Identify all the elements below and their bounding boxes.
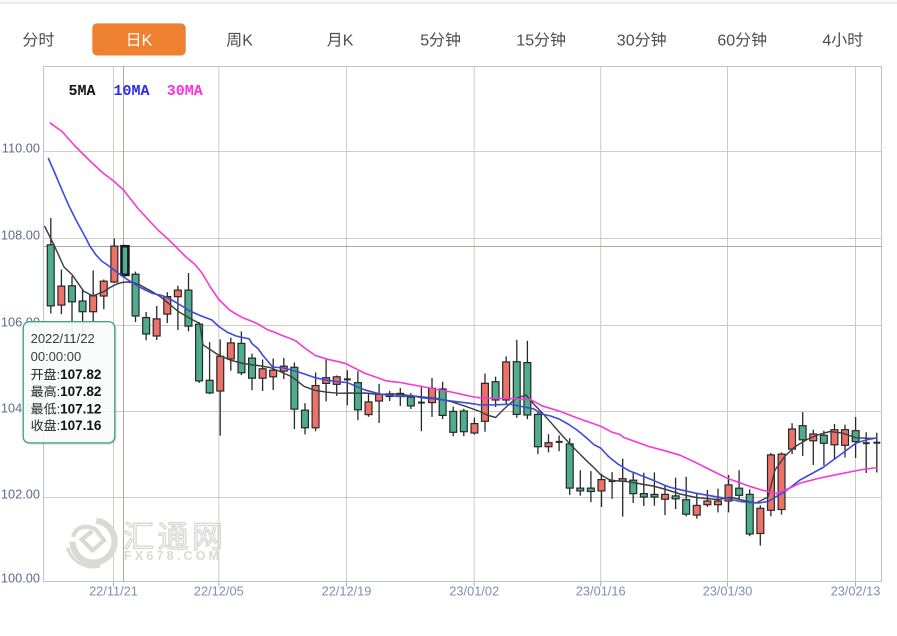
svg-text:FX678.COM: FX678.COM bbox=[124, 549, 222, 563]
svg-text:22/12/19: 22/12/19 bbox=[322, 584, 372, 599]
svg-text:108.00: 108.00 bbox=[1, 228, 40, 243]
svg-text:K: K bbox=[343, 33, 354, 50]
svg-text:4: 4 bbox=[822, 33, 831, 50]
svg-text:2022/11/22: 2022/11/22 bbox=[31, 331, 95, 346]
svg-text:5: 5 bbox=[420, 33, 429, 50]
svg-text::: : bbox=[57, 402, 61, 417]
svg-text:22/12/05: 22/12/05 bbox=[194, 584, 244, 599]
svg-text:102.00: 102.00 bbox=[1, 487, 40, 502]
svg-text:K: K bbox=[142, 33, 153, 50]
svg-text:23/01/16: 23/01/16 bbox=[576, 584, 626, 599]
svg-text::: : bbox=[57, 384, 61, 399]
svg-text::: : bbox=[57, 367, 61, 382]
svg-text:5MA: 5MA bbox=[69, 83, 96, 100]
svg-text:107.12: 107.12 bbox=[60, 402, 101, 417]
svg-text:00:00:00: 00:00:00 bbox=[31, 349, 82, 364]
svg-text:10MA: 10MA bbox=[114, 83, 150, 100]
svg-text:100.00: 100.00 bbox=[1, 571, 40, 586]
svg-text:60: 60 bbox=[717, 33, 735, 50]
svg-text:110.00: 110.00 bbox=[2, 141, 40, 156]
svg-text::: : bbox=[57, 418, 61, 433]
svg-text:23/01/30: 23/01/30 bbox=[703, 584, 753, 599]
svg-text:23/01/02: 23/01/02 bbox=[449, 584, 499, 599]
svg-text:23/02/13: 23/02/13 bbox=[831, 584, 881, 599]
svg-text:30: 30 bbox=[617, 33, 635, 50]
svg-text:30MA: 30MA bbox=[167, 83, 203, 100]
svg-text:107.82: 107.82 bbox=[60, 384, 101, 399]
svg-text:107.82: 107.82 bbox=[60, 367, 101, 382]
svg-text:15: 15 bbox=[516, 33, 534, 50]
svg-text:107.16: 107.16 bbox=[60, 418, 102, 433]
svg-text:22/11/21: 22/11/21 bbox=[89, 584, 138, 599]
svg-text:K: K bbox=[242, 33, 253, 50]
